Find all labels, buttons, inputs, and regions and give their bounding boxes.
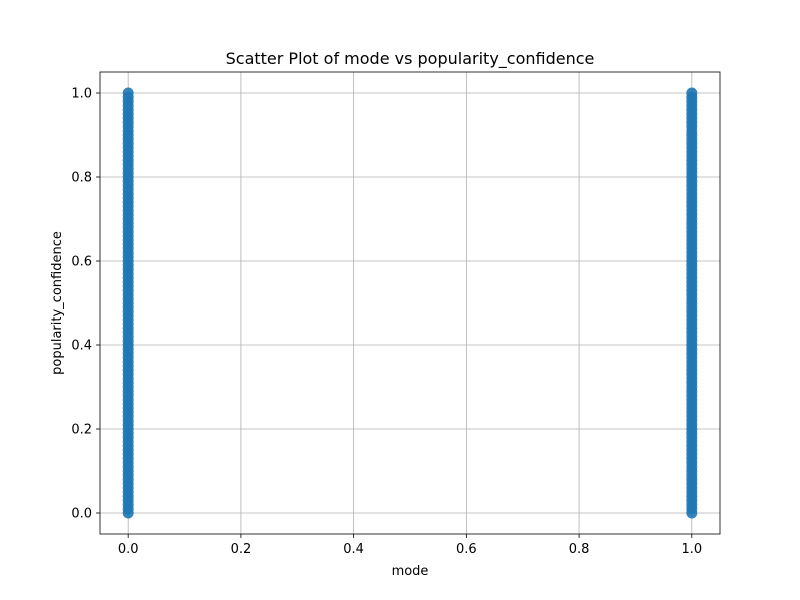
y-tick-label: 0.4 [71,339,92,354]
scatter-point [686,87,698,99]
y-tick-label: 0.0 [71,507,92,522]
x-axis-label: mode [392,564,429,579]
x-tick-label: 0.2 [231,542,252,557]
x-tick-label: 0.8 [569,542,590,557]
x-tick-label: 1.0 [681,542,702,557]
y-axis-label: popularity_confidence [50,231,65,375]
grid-layer [100,72,720,534]
scatter-point [122,87,134,99]
x-tick-label: 0.0 [118,542,139,557]
chart-title: Scatter Plot of mode vs popularity_confi… [226,49,595,69]
points-layer [122,87,698,519]
y-tick-label: 1.0 [71,87,92,102]
y-tick-label: 0.8 [71,171,92,186]
ticks-layer: 0.0 0.2 0.4 0.6 0.8 1.0 0.0 0.2 0.4 0.6 0.8 1.0 [71,87,702,558]
y-tick-label: 0.6 [71,255,92,270]
axes-frame [99,71,721,535]
x-tick-label: 0.4 [343,542,364,557]
x-tick-label: 0.6 [456,542,477,557]
y-tick-label: 0.2 [71,423,92,438]
